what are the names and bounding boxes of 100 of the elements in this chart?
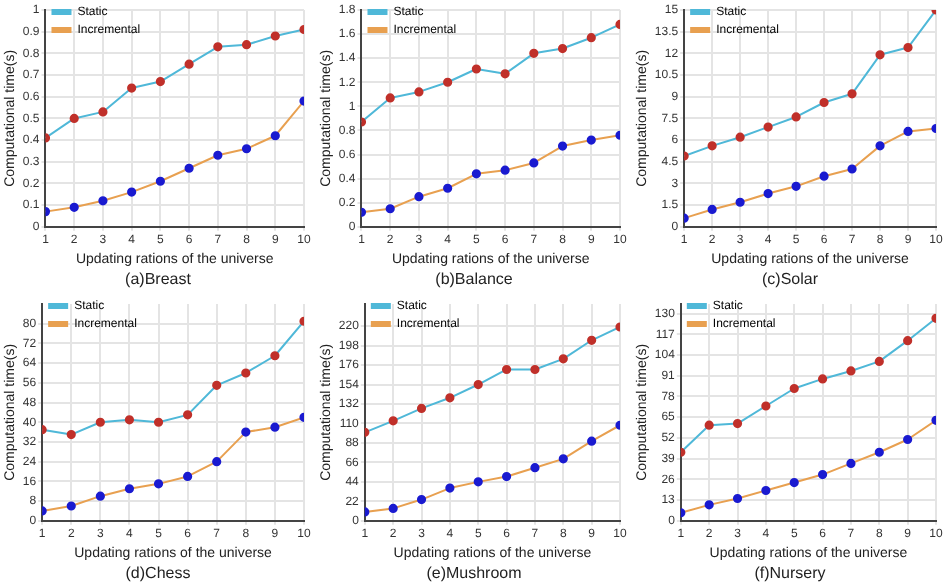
point	[761, 485, 771, 496]
point	[530, 463, 540, 473]
point	[127, 187, 137, 197]
point	[388, 503, 398, 514]
point	[127, 83, 137, 93]
point	[270, 131, 280, 141]
point	[707, 204, 717, 215]
point	[819, 97, 829, 108]
point	[95, 491, 105, 501]
point	[270, 31, 280, 41]
point	[241, 427, 251, 437]
point	[212, 457, 222, 467]
text: (c)Solar	[759, 270, 820, 290]
point	[66, 429, 76, 440]
point	[558, 454, 568, 464]
point	[819, 171, 829, 181]
point	[847, 164, 857, 174]
point	[586, 135, 596, 145]
point	[241, 368, 251, 378]
point	[903, 434, 913, 445]
point	[416, 494, 427, 505]
point	[153, 417, 164, 427]
point	[471, 64, 481, 74]
point	[213, 150, 223, 160]
point	[789, 477, 799, 488]
point	[529, 48, 539, 58]
point	[903, 336, 913, 346]
point	[875, 141, 885, 151]
point	[530, 364, 540, 375]
point	[385, 93, 395, 103]
point	[388, 416, 398, 426]
point	[270, 351, 280, 361]
point	[791, 112, 801, 122]
point	[473, 379, 483, 390]
point	[761, 401, 771, 411]
point	[414, 192, 424, 202]
point	[557, 141, 568, 151]
point	[153, 479, 164, 489]
point	[817, 469, 828, 480]
point	[241, 144, 252, 154]
point	[212, 380, 222, 390]
point	[874, 356, 884, 366]
point	[501, 471, 512, 482]
point	[817, 374, 828, 384]
text: (a)Breast	[123, 270, 193, 290]
point	[704, 420, 714, 430]
point	[847, 89, 857, 99]
point	[732, 418, 743, 429]
point	[557, 43, 568, 54]
point	[735, 197, 745, 207]
point	[98, 107, 108, 117]
point	[875, 50, 885, 60]
point	[529, 158, 539, 168]
point	[124, 484, 135, 494]
point	[95, 417, 105, 427]
point	[385, 204, 395, 214]
point	[213, 42, 223, 52]
point	[586, 33, 596, 43]
point	[443, 77, 453, 87]
point	[903, 42, 913, 53]
point	[587, 335, 597, 345]
point	[270, 422, 280, 432]
point	[707, 141, 717, 151]
point	[874, 447, 884, 457]
point	[69, 202, 79, 212]
point	[416, 403, 427, 414]
point	[558, 354, 568, 364]
point	[763, 188, 773, 199]
point	[501, 364, 512, 375]
point	[155, 176, 165, 186]
point	[445, 483, 455, 493]
text: (f)Nursery	[752, 564, 828, 584]
point	[66, 501, 76, 511]
point	[735, 132, 745, 142]
point	[471, 169, 481, 179]
point	[704, 500, 714, 510]
point	[500, 165, 510, 175]
text: (e)Mushroom	[424, 564, 524, 584]
point	[445, 393, 455, 403]
point	[124, 415, 135, 425]
point	[183, 471, 193, 482]
point	[903, 126, 913, 137]
point	[98, 196, 108, 206]
point	[155, 76, 165, 87]
point	[789, 383, 799, 394]
point	[763, 122, 773, 132]
point	[846, 366, 856, 376]
point	[846, 458, 856, 469]
point	[791, 181, 801, 191]
point	[184, 163, 194, 173]
point	[414, 87, 424, 97]
point	[241, 40, 252, 50]
point	[732, 493, 743, 504]
point	[587, 436, 597, 446]
point	[473, 477, 483, 487]
point	[443, 183, 453, 193]
point	[69, 113, 79, 123]
point	[183, 410, 193, 420]
point	[500, 69, 510, 79]
point	[184, 59, 194, 69]
